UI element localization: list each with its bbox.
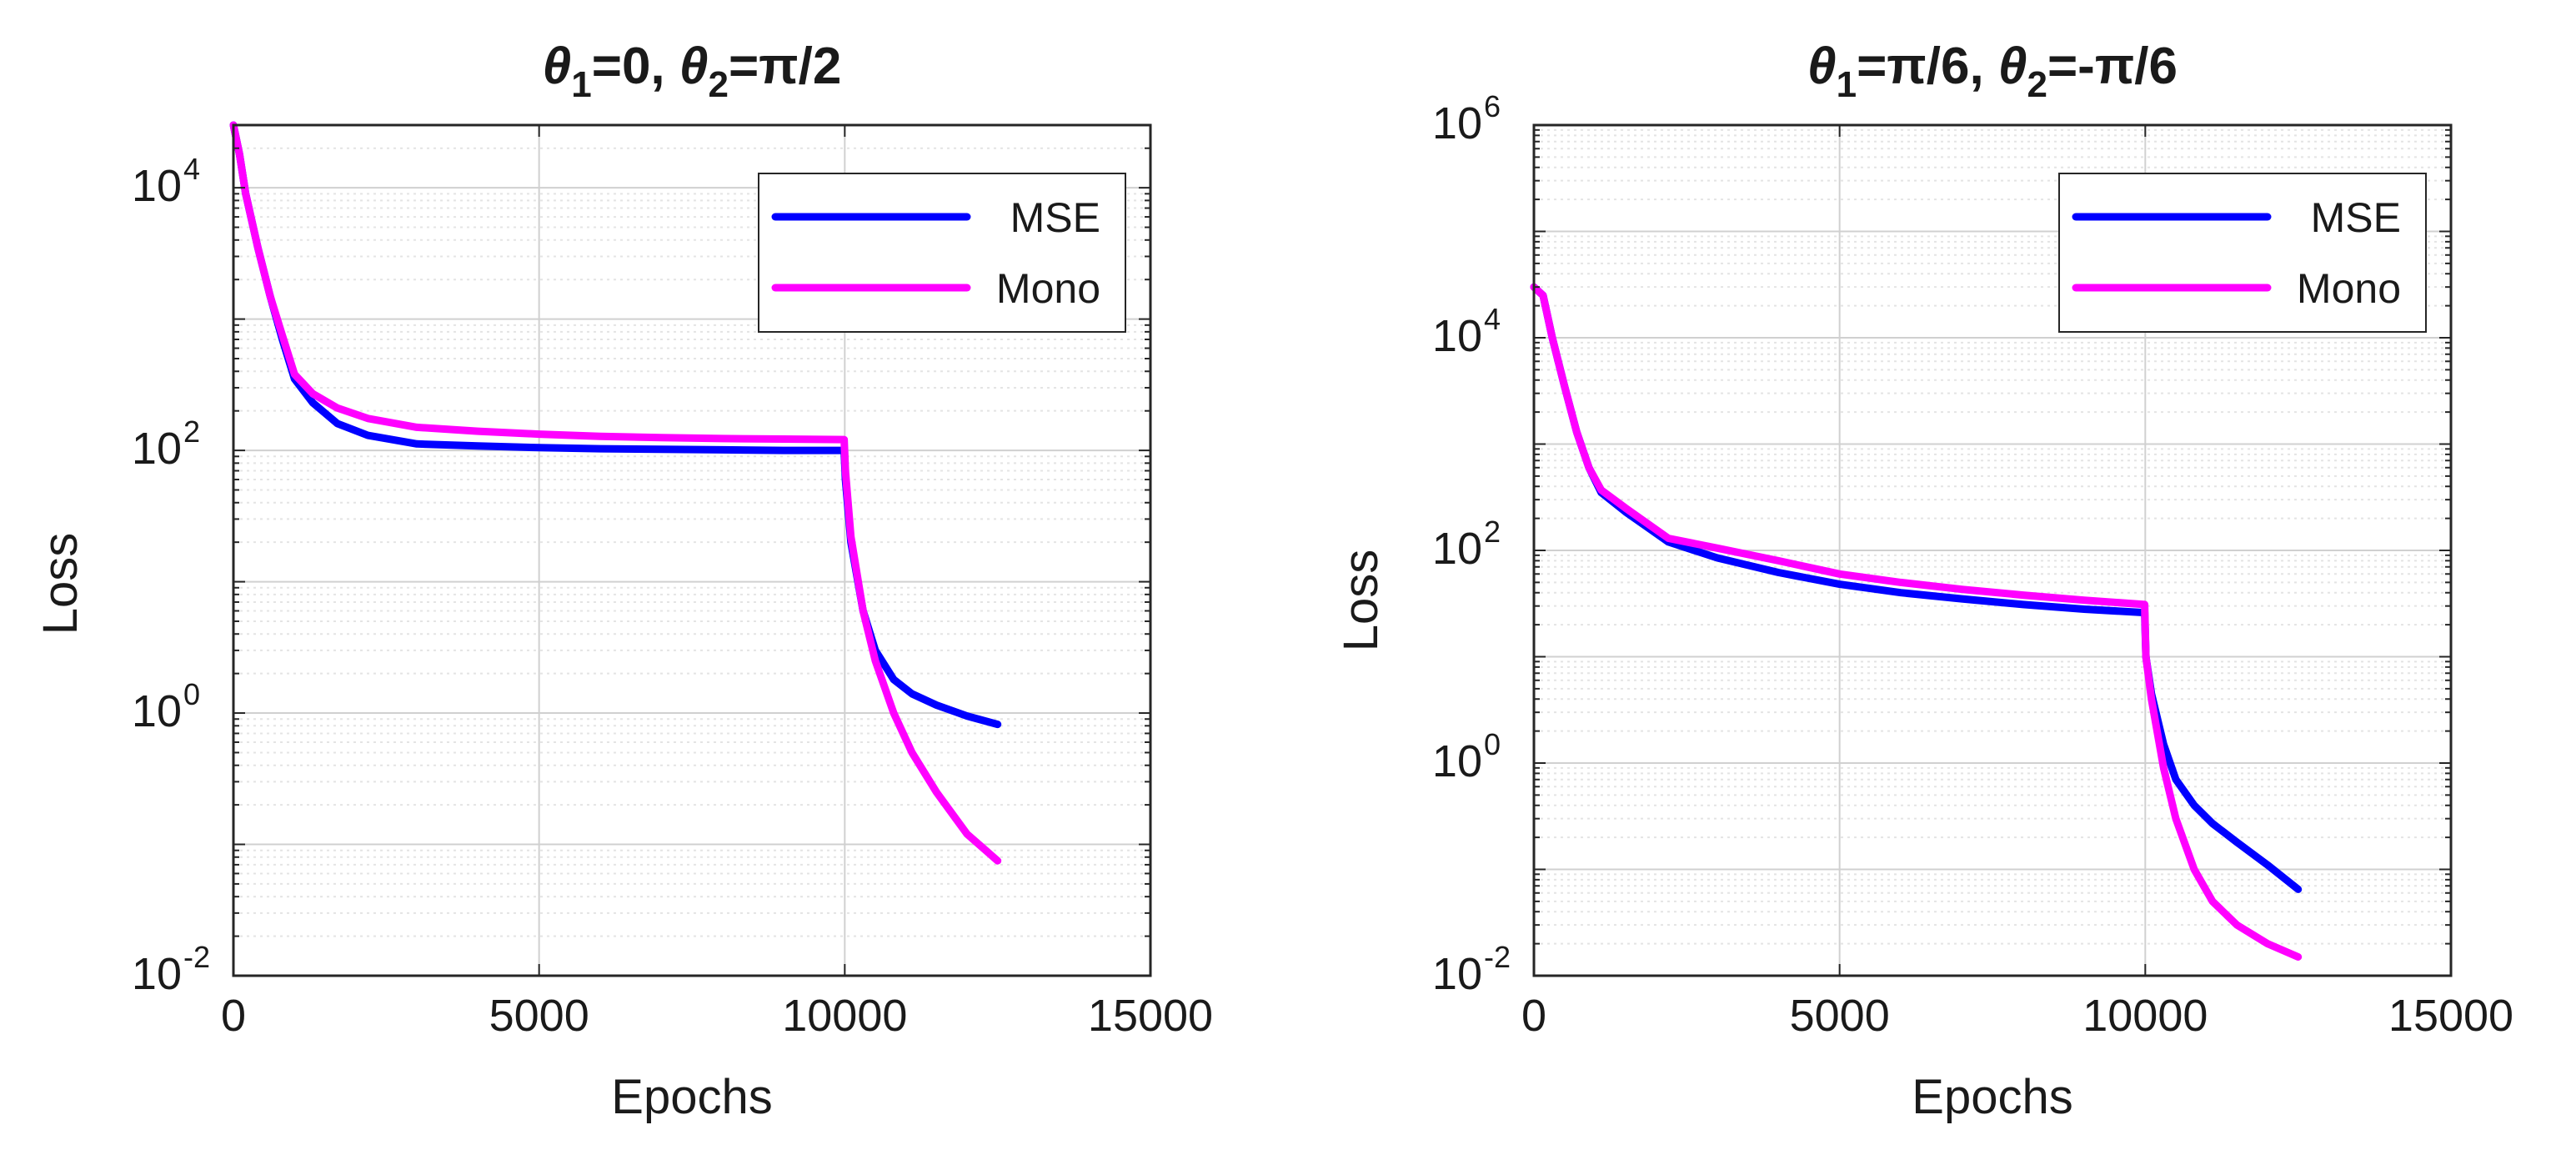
axes-box-left	[232, 123, 1152, 977]
x-tick-label: 0	[1521, 991, 1546, 1041]
chart-title-right: θ1=π/6, θ2=-π/6	[1807, 38, 2178, 105]
y-tick-label: 10	[1432, 311, 1482, 361]
legend-label-mse: MSE	[2311, 194, 2401, 241]
series-line-mono	[1530, 283, 2303, 961]
series-line-mono	[229, 121, 1002, 865]
title-sub-2: 2	[708, 64, 728, 105]
chart-panel-right: θ1=π/6, θ2=-π/6 Loss Epochs 0 5000 10000 15…	[1334, 38, 2513, 1124]
y-tick-label: 10	[132, 949, 182, 999]
x-axis-label-left: Epochs	[611, 1070, 772, 1124]
y-tick-label: 10	[1432, 98, 1482, 148]
title-theta-2: θ	[1998, 38, 2027, 95]
y-axis-label-left: Loss	[33, 533, 88, 635]
x-tick-label: 10000	[2082, 991, 2208, 1041]
title-eq-1: =π/6,	[1857, 38, 1998, 95]
title-sub-1: 1	[571, 64, 591, 105]
x-axis-label-right: Epochs	[1912, 1070, 2072, 1124]
chart-panel-left: θ1=0, θ2=π/2 Loss Epochs 0 5000 10000 15000…	[33, 38, 1213, 1124]
legend-right: MSE Mono	[2058, 173, 2427, 333]
y-tick-exponent: 2	[1484, 515, 1501, 549]
y-tick-label: 10	[1432, 524, 1482, 574]
y-tick-exponent: 6	[1484, 89, 1501, 123]
legend-label-mono: Mono	[996, 265, 1100, 312]
x-tick-label: 15000	[2388, 991, 2513, 1041]
y-tick-label: 10	[132, 424, 182, 474]
legend-label-mono: Mono	[2297, 265, 2401, 312]
title-eq-1: =0,	[592, 38, 679, 95]
legend-label-mse: MSE	[1010, 194, 1100, 241]
y-tick-exponent: 4	[1484, 302, 1501, 336]
y-tick-exponent: 0	[183, 677, 200, 711]
x-tick-label: 15000	[1088, 991, 1213, 1041]
title-eq-2: =-π/6	[2047, 38, 2178, 95]
title-eq-2: =π/2	[729, 38, 841, 95]
x-tick-label: 5000	[1790, 991, 1890, 1041]
title-theta-1: θ	[1807, 38, 1837, 95]
y-tick-exponent: -2	[1484, 940, 1511, 974]
title-theta-2: θ	[679, 38, 709, 95]
y-tick-label: 10	[132, 161, 182, 211]
y-tick-exponent: 2	[183, 414, 200, 449]
y-tick-label: 10	[132, 686, 182, 736]
legend-left: MSE Mono	[758, 173, 1126, 333]
x-tick-label: 10000	[782, 991, 907, 1041]
y-tick-exponent: -2	[183, 940, 210, 974]
y-tick-exponent: 4	[183, 152, 200, 186]
title-theta-1: θ	[543, 38, 572, 95]
y-tick-exponent: 0	[1484, 727, 1501, 761]
y-axis-label-right: Loss	[1334, 550, 1388, 652]
y-tick-label: 10	[1432, 736, 1482, 786]
title-sub-1: 1	[1837, 64, 1857, 105]
title-sub-2: 2	[2027, 64, 2047, 105]
y-tick-label: 10	[1432, 949, 1482, 999]
chart-title-left: θ1=0, θ2=π/2	[543, 38, 842, 105]
legend-box	[758, 173, 1126, 333]
legend-box	[2058, 173, 2427, 333]
x-tick-label: 0	[221, 991, 246, 1041]
x-tick-label: 5000	[489, 991, 589, 1041]
